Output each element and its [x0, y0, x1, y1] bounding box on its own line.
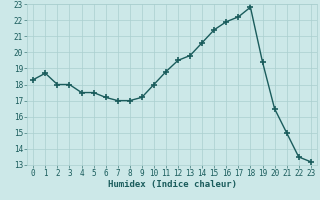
X-axis label: Humidex (Indice chaleur): Humidex (Indice chaleur) — [108, 180, 236, 189]
